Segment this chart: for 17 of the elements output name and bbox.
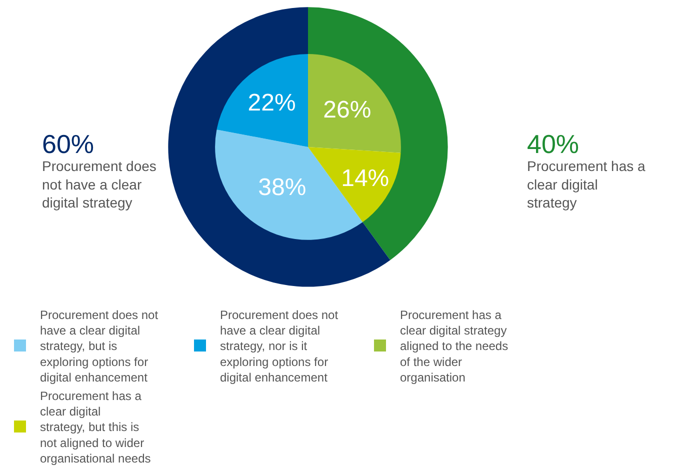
data-label: 40% [527, 129, 580, 159]
data-label: 14% [341, 164, 390, 192]
pie-slice [308, 146, 401, 222]
legend-label: Procurement does not have a clear digital strategy, but is exploring options for digital enhancement [40, 308, 159, 384]
legend-label: Procurement does not have a clear digital strategy, nor is it exploring options for digital enhancement [220, 308, 339, 384]
slice-label: Procurement does not have a clear digital strategy [42, 158, 156, 211]
data-label: 38% [258, 174, 306, 202]
data-label: 26% [323, 96, 372, 124]
pie-slice [308, 54, 401, 153]
donut-slice [308, 7, 448, 260]
data-label: 60% [42, 129, 94, 159]
data-label: 22% [248, 90, 296, 117]
donut-slice [168, 7, 390, 287]
pie-slice [216, 54, 308, 147]
legend-label: Procurement has a clear digital strategy, but this is not aligned to wider organisational needs [40, 388, 151, 466]
slice-label: Procurement has a clear digital strategy [527, 158, 646, 211]
legend-label: Procurement has a clear digital strategy aligned to the needs of the wider organisation [400, 308, 508, 384]
